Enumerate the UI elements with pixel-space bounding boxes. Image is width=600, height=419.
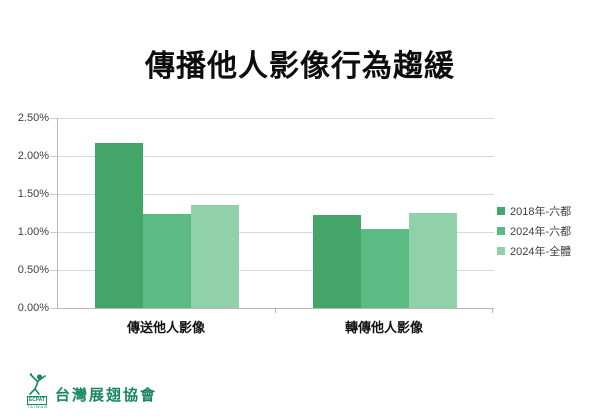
gridline (58, 156, 494, 157)
chart-title: 傳播他人影像行為趨緩 (145, 50, 455, 83)
chart-legend: 2018年-六都 2024年-六都 2024年-全體 (497, 201, 571, 261)
bar-group-1 (94, 118, 240, 308)
bar-2024年-六都-轉傳他人影像 (360, 229, 410, 308)
legend-label: 2024年-全體 (510, 246, 572, 258)
legend-swatch-2018-six (497, 207, 505, 215)
y-axis-label: 2.50% (17, 112, 49, 124)
x-axis-tick (492, 308, 493, 313)
legend-swatch-2024-all (497, 247, 505, 255)
logo-taiwan-text: TAIWAN (27, 404, 49, 409)
gridline (58, 194, 494, 195)
category-label-send: 傳送他人影像 (126, 320, 205, 335)
logo-figure: ECPAT TAIWAN (27, 372, 49, 409)
jumping-person-icon (29, 373, 46, 395)
y-axis-tick (50, 194, 57, 195)
bar-2024年-六都-傳送他人影像 (142, 214, 192, 308)
plot-area (57, 118, 494, 309)
x-axis-tick (275, 308, 276, 313)
org-logo: ECPAT TAIWAN 台灣展翅協會 (27, 372, 158, 409)
y-axis-label: 0.00% (17, 302, 49, 314)
gridline (58, 270, 494, 271)
gridline (58, 118, 494, 119)
bar-2024年-全體-轉傳他人影像 (409, 213, 458, 308)
legend-swatch-2024-six (497, 227, 505, 235)
y-axis-tick (50, 118, 57, 119)
y-axis-tick (50, 156, 57, 157)
logo-ecpat-text: ECPAT (27, 396, 47, 405)
gridline (58, 232, 494, 233)
y-axis-label: 1.50% (17, 188, 49, 200)
y-axis-tick (50, 270, 57, 271)
bar-2018年-六都-轉傳他人影像 (312, 215, 361, 308)
legend-item-2024-all: 2024年-全體 (497, 241, 571, 261)
bar-group-2 (312, 118, 458, 308)
y-axis-label: 2.00% (17, 150, 49, 162)
legend-item-2024-six: 2024年-六都 (497, 221, 571, 241)
y-axis-tick (50, 308, 57, 309)
legend-label: 2024年-六都 (510, 226, 572, 238)
category-label-forward: 轉傳他人影像 (344, 320, 423, 335)
bar-2018年-六都-傳送他人影像 (94, 143, 143, 308)
legend-label: 2018年-六都 (510, 206, 572, 218)
legend-item-2018-six: 2018年-六都 (497, 201, 571, 221)
x-axis-labels: 傳送他人影像 轉傳他人影像 (57, 317, 493, 336)
y-axis-tick (50, 232, 57, 233)
logo-org-name: 台灣展翅協會 (55, 387, 158, 404)
bar-2024年-全體-傳送他人影像 (191, 205, 240, 308)
y-axis-label: 1.00% (17, 226, 49, 238)
y-axis-label: 0.50% (17, 264, 49, 276)
